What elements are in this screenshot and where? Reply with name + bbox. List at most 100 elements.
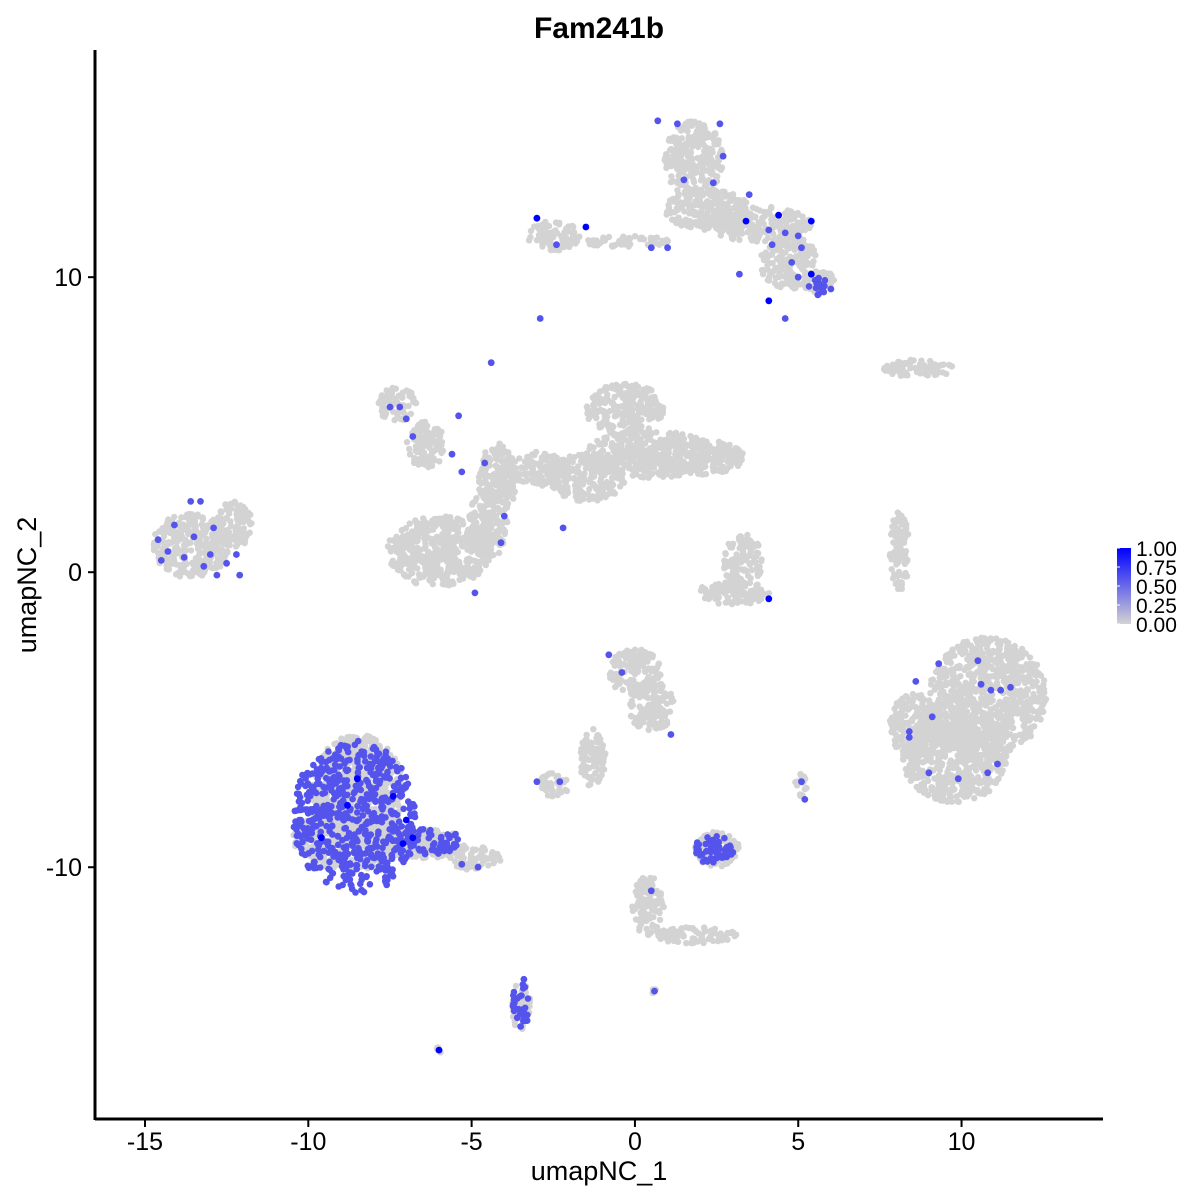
cell-point: [556, 219, 563, 226]
cell-point: [427, 454, 434, 461]
cell-point: [531, 223, 538, 230]
cell-point: [709, 133, 716, 140]
cell-point: [680, 201, 687, 208]
cell-point: [630, 433, 637, 441]
cell-point: [932, 363, 939, 370]
cell-point: [413, 427, 421, 434]
cell-point: [697, 177, 705, 184]
cell-point: [668, 173, 675, 180]
cell-point: [725, 454, 732, 461]
cell-point: [732, 226, 739, 233]
cell-point: [610, 462, 618, 469]
cell-point: [574, 481, 582, 489]
cell-point: [771, 280, 779, 287]
cell-point: [895, 585, 902, 593]
cell-point: [1012, 647, 1019, 654]
cell-point: [722, 224, 729, 231]
cell-point: [940, 700, 947, 707]
cell-point: [800, 236, 807, 244]
cell-point: [935, 369, 942, 376]
cell-point: [940, 361, 947, 368]
cell-point: [477, 567, 484, 574]
cell-point: [689, 143, 696, 150]
cell-point: [687, 461, 695, 468]
cell-point: [962, 679, 969, 686]
cell-point: [752, 585, 760, 593]
cell-point: [670, 195, 677, 203]
cell-point: [959, 714, 966, 721]
cell-point: [1026, 732, 1033, 740]
cell-point: [414, 544, 421, 552]
cell-point: [670, 216, 677, 224]
cell-point: [479, 511, 487, 519]
cell-point: [688, 201, 695, 208]
cell-point: [1021, 721, 1028, 728]
cell-point: [726, 219, 734, 226]
cell-point: [504, 518, 511, 526]
cell-point: [542, 225, 549, 233]
cell-point: [691, 188, 698, 195]
cell-point: [619, 457, 626, 464]
cell-point: [613, 445, 620, 453]
cell-point: [642, 453, 649, 461]
cell-point: [192, 523, 199, 530]
cell-point: [717, 232, 724, 239]
cell-point: [686, 210, 693, 217]
cell-point: [386, 394, 394, 401]
cell-point: [597, 478, 604, 485]
cell-point: [702, 182, 709, 189]
cell-point: [701, 595, 709, 602]
cell-point: [563, 458, 570, 465]
cell-point: [462, 537, 470, 545]
cell-point: [987, 706, 994, 713]
cell-point: [710, 218, 718, 225]
cell-point: [1031, 663, 1038, 670]
cell-point: [481, 552, 488, 559]
cell-point: [699, 449, 706, 456]
cell-point: [582, 465, 590, 472]
cell-point: [631, 233, 639, 240]
cell-point: [552, 473, 560, 480]
cell-point: [459, 521, 467, 528]
cell-point: [986, 656, 993, 663]
cell-point: [715, 189, 722, 197]
cell-point: [664, 467, 671, 474]
cell-point: [777, 248, 785, 255]
cell-point: [928, 784, 935, 791]
cell-point: [942, 667, 949, 675]
cell-point: [577, 471, 584, 478]
cell-point: [611, 394, 618, 401]
cell-point: [764, 266, 771, 273]
cell-point: [438, 521, 445, 528]
cell-point: [677, 127, 685, 134]
cell-point: [664, 238, 671, 245]
cell-point: [488, 511, 495, 518]
cell-point: [410, 557, 417, 564]
cell-point: [1021, 679, 1029, 686]
cell-point: [411, 578, 419, 586]
cell-point: [424, 433, 431, 441]
cell-point: [447, 514, 454, 521]
cell-point: [982, 713, 990, 720]
cell-point: [965, 671, 972, 678]
cell-point: [524, 455, 532, 462]
cell-point: [778, 280, 786, 287]
cell-point: [448, 557, 455, 564]
cell-point: [490, 551, 497, 559]
cell-point: [431, 544, 439, 551]
cell-point: [478, 528, 485, 535]
cell-point: [490, 477, 497, 484]
cell-point: [702, 167, 709, 174]
cell-point: [902, 573, 909, 580]
cell-point: [979, 650, 986, 657]
cell-point: [585, 491, 592, 498]
cell-point: [697, 214, 704, 221]
cell-point: [989, 697, 996, 704]
cell-point: [737, 533, 744, 540]
cell-point: [166, 529, 174, 537]
cell-point: [234, 541, 241, 548]
cell-point: [634, 383, 642, 391]
cell-point: [159, 525, 166, 532]
cell-point: [775, 267, 782, 274]
cell-point: [753, 553, 760, 560]
